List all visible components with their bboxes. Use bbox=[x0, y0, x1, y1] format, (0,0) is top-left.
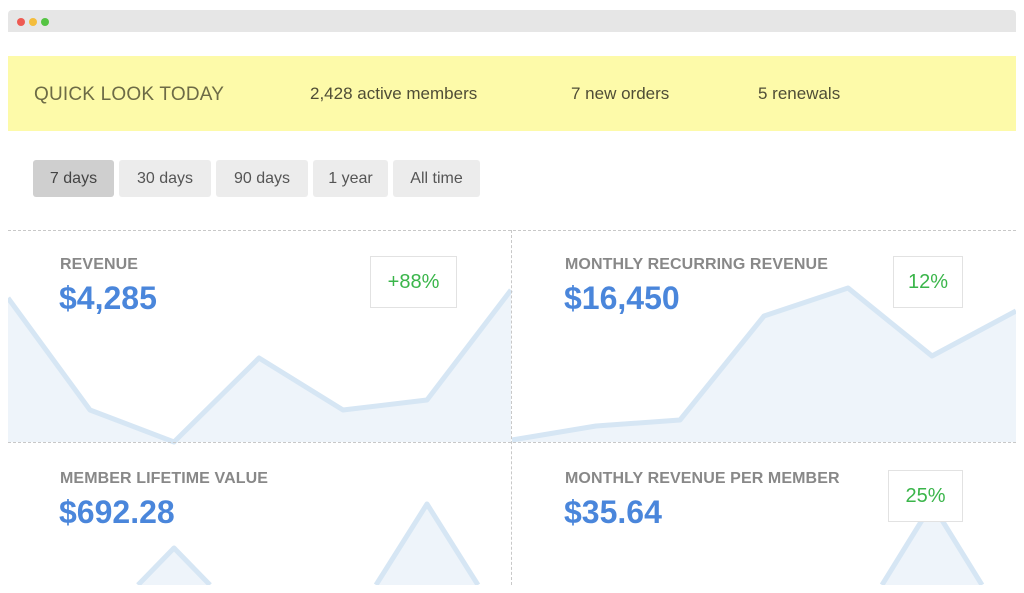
revenue-change-badge: +88% bbox=[370, 256, 457, 308]
lifetime-value-sparkline-area-1 bbox=[138, 548, 210, 585]
mrr-label: MONTHLY RECURRING REVENUE bbox=[565, 256, 828, 273]
quick-look-banner: QUICK LOOK TODAY 2,428 active members 7 … bbox=[8, 56, 1016, 131]
revenue-sparkline-line bbox=[8, 288, 513, 445]
grid-divider-top bbox=[8, 230, 1016, 231]
quick-look-title: QUICK LOOK TODAY bbox=[34, 84, 225, 105]
renewals-stat: 5 renewals bbox=[758, 84, 841, 103]
revenue-sparkline-area bbox=[8, 290, 511, 442]
mrr-sparkline-area bbox=[512, 288, 1016, 442]
revenue-per-member-change-badge: 25% bbox=[888, 470, 963, 522]
lifetime-value-sparkline-area-2 bbox=[376, 504, 478, 585]
minimize-window-icon[interactable] bbox=[29, 18, 37, 26]
window-titlebar bbox=[8, 10, 1016, 32]
new-orders-stat: 7 new orders bbox=[571, 84, 670, 103]
lifetime-value-sparkline-line-1 bbox=[136, 545, 212, 585]
lifetime-value-label: MEMBER LIFETIME VALUE bbox=[60, 470, 269, 487]
range-7-days-button[interactable]: 7 days bbox=[33, 160, 114, 197]
revenue-sparkline bbox=[8, 288, 513, 445]
range-all-time-button[interactable]: All time bbox=[393, 160, 480, 197]
lifetime-value-sparkline bbox=[136, 501, 481, 585]
close-window-icon[interactable] bbox=[17, 18, 25, 26]
revenue-value: $4,285 bbox=[59, 280, 157, 316]
mrr-value: $16,450 bbox=[564, 280, 680, 316]
range-1-year-button[interactable]: 1 year bbox=[313, 160, 388, 197]
revenue-per-member-sparkline-area bbox=[882, 504, 982, 585]
active-members-stat: 2,428 active members bbox=[310, 84, 478, 103]
grid-divider-vertical bbox=[511, 230, 512, 585]
range-30-days-button[interactable]: 30 days bbox=[119, 160, 211, 197]
mrr-change-badge: 12% bbox=[893, 256, 963, 308]
maximize-window-icon[interactable] bbox=[41, 18, 49, 26]
revenue-per-member-value: $35.64 bbox=[564, 494, 662, 530]
range-90-days-button[interactable]: 90 days bbox=[216, 160, 308, 197]
revenue-label: REVENUE bbox=[60, 256, 139, 273]
mrr-sparkline-line bbox=[511, 285, 1016, 443]
sparkline-charts bbox=[8, 285, 1016, 585]
revenue-per-member-label: MONTHLY REVENUE PER MEMBER bbox=[565, 470, 840, 487]
mrr-sparkline bbox=[511, 285, 1016, 443]
browser-window: QUICK LOOK TODAY 2,428 active members 7 … bbox=[8, 8, 1016, 585]
lifetime-value-sparkline-line-2 bbox=[373, 501, 481, 585]
grid-divider-middle bbox=[8, 442, 1016, 443]
lifetime-value-value: $692.28 bbox=[59, 494, 175, 530]
